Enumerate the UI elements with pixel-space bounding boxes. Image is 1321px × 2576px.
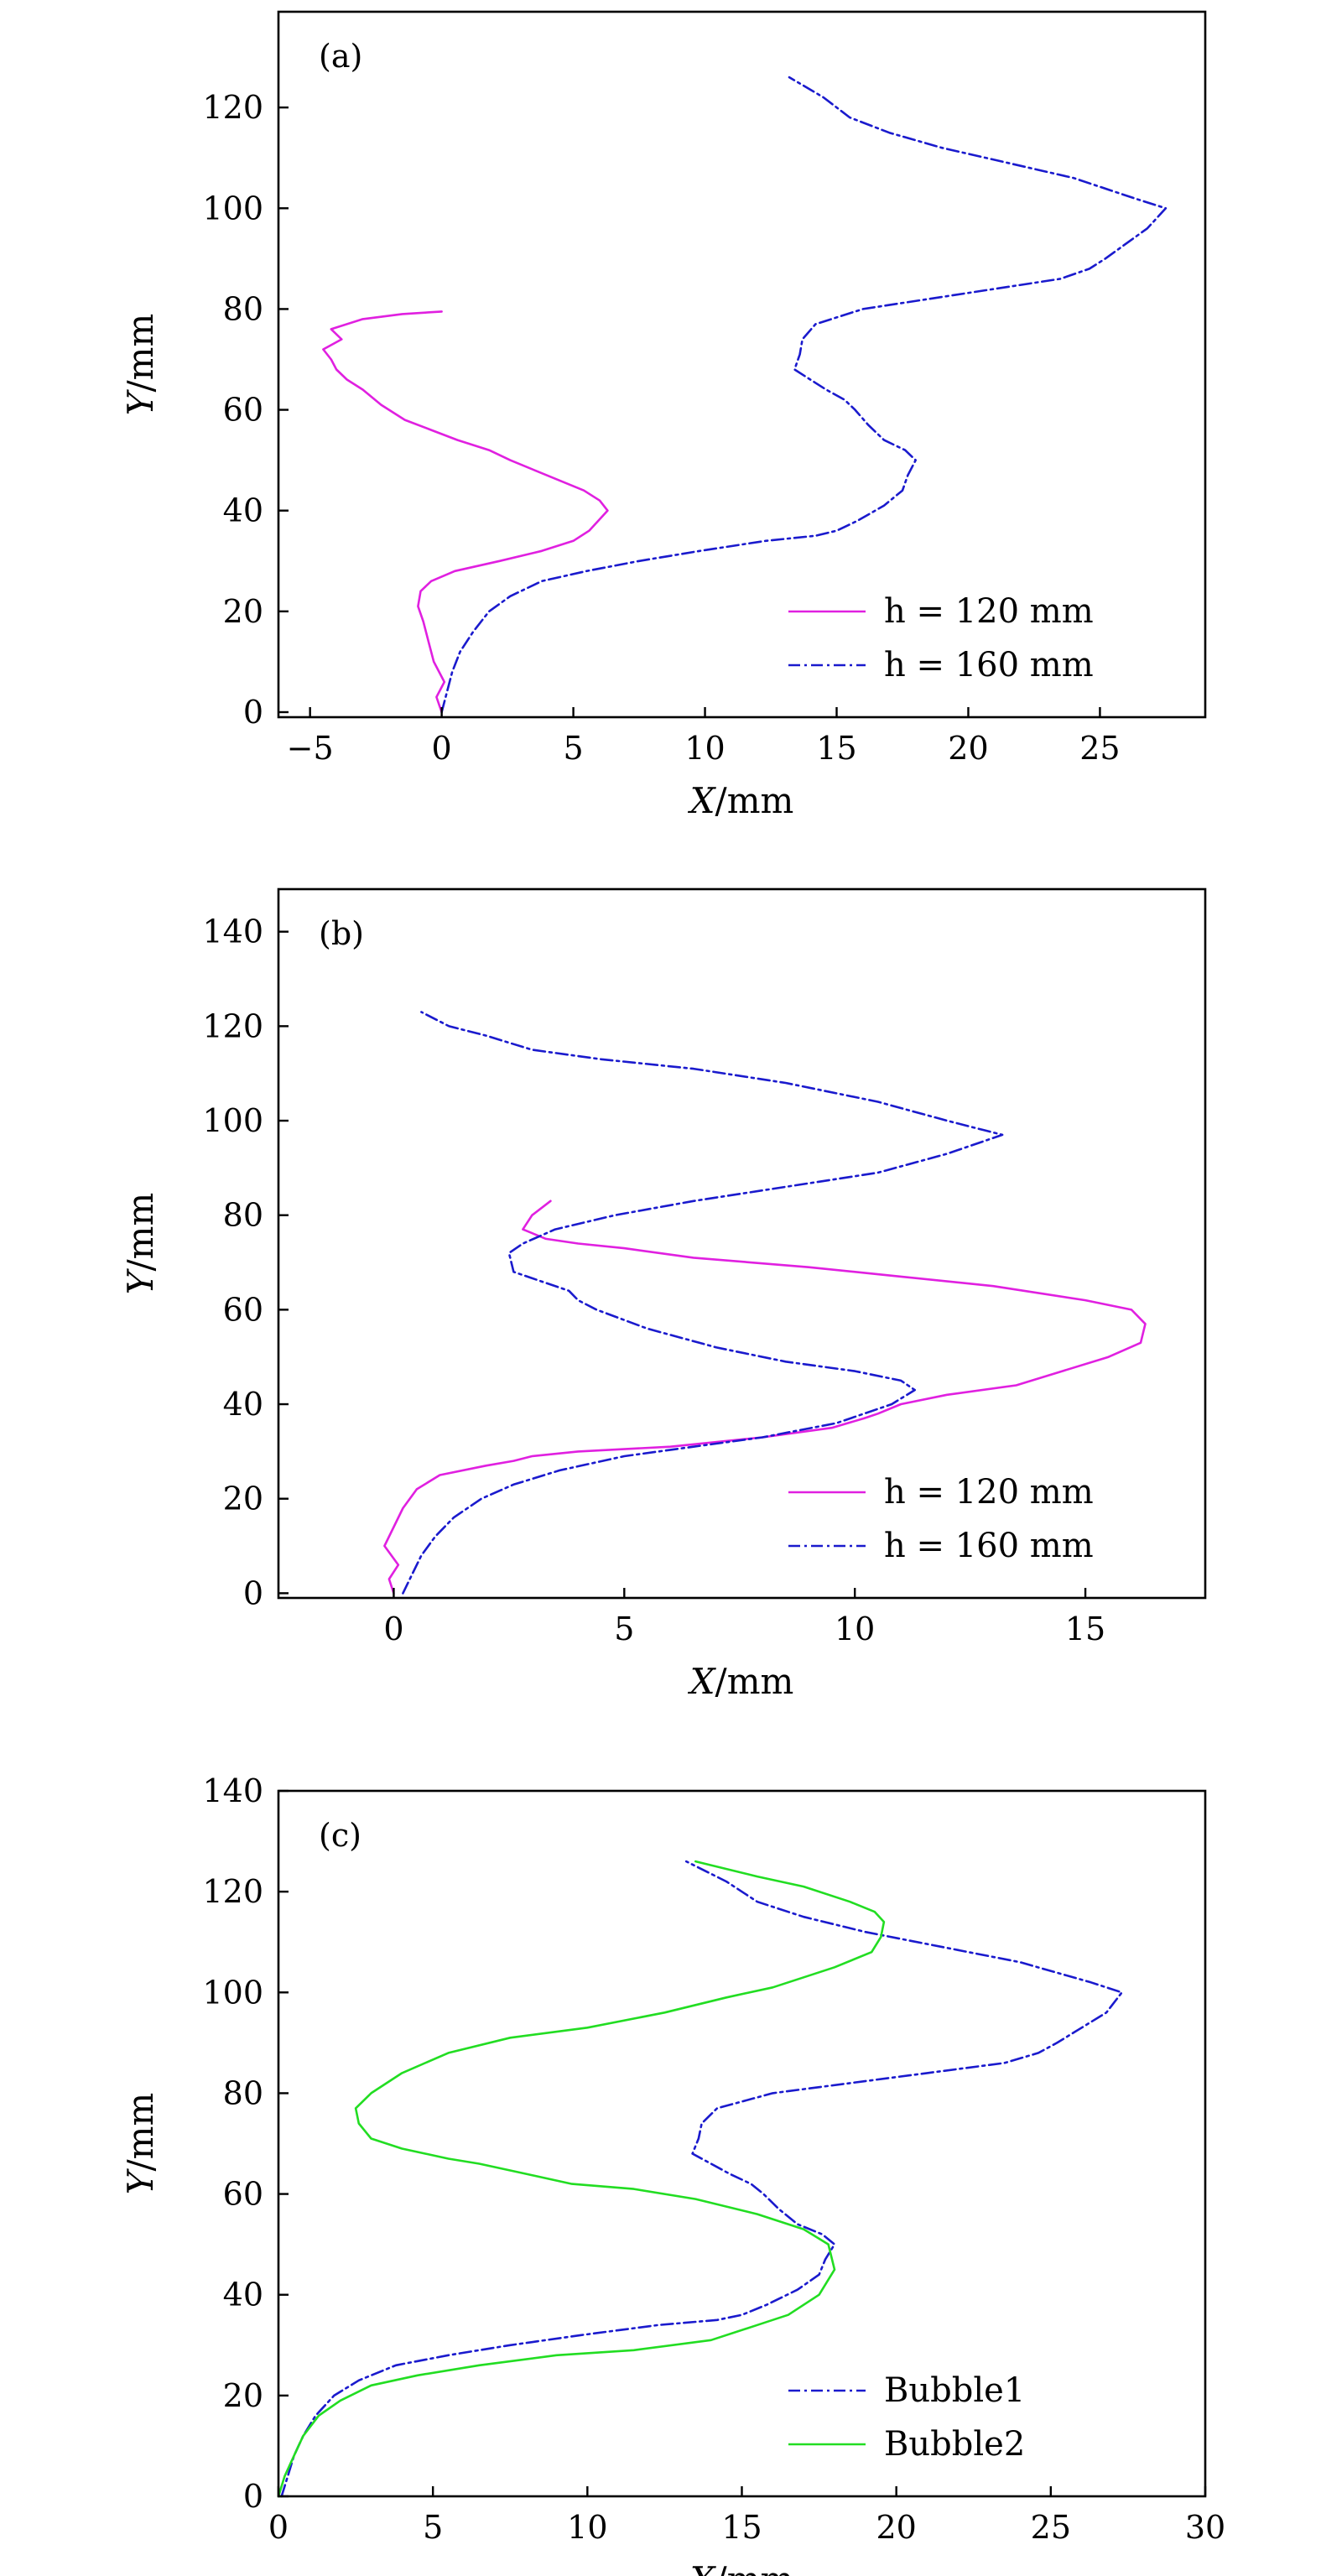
y-tick-label: 140 [202,913,263,950]
x-tick-label: 0 [268,2509,289,2546]
legend-label: h = 120 mm [884,1473,1094,1512]
legend-label-unit: = 160 mm [906,1527,1094,1565]
panel-a: −5 0 5 10 15 20 25020406080100120(a)X/mmY/mmh … [120,10,1207,821]
y-axis-label: Y/mm [120,2093,161,2195]
x-axis-label-unit: /mm [715,2559,794,2576]
axes-frame [277,887,1207,1600]
x-tick-label: 5 [614,1611,634,1647]
panel-label: (a) [319,38,362,75]
panel-c: 051015202530020406080100120140(c)X/mmY/m… [120,1772,1225,2576]
y-axis-label-var: Y [120,2167,161,2194]
x-axis-label: X/mm [688,2559,794,2576]
x-axis-label-var: X [688,1661,717,1702]
y-tick-label: 60 [223,392,263,429]
x-tick-label: 25 [1031,2509,1071,2546]
x-axis-label-unit: /mm [715,1661,794,1702]
y-tick-label: 0 [243,694,263,731]
x-tick-label: 0 [383,1611,403,1647]
y-tick-label: 100 [202,190,263,226]
y-tick-label: 40 [223,1386,263,1423]
y-tick-label: 120 [202,1007,263,1044]
x-axis-label-var: X [688,780,717,821]
y-tick-label: 100 [202,1102,263,1139]
series-line-h-120-mm [383,1200,1147,1595]
axes-frame [277,10,1207,719]
y-tick-label: 80 [223,290,263,327]
y-tick-label: 20 [223,1481,263,1517]
legend-label-unit: Bubble2 [884,2425,1025,2464]
y-axis-label-var: Y [120,1267,161,1294]
x-tick-label: 20 [948,730,988,767]
legend: h = 120 mmh = 160 mm [788,592,1094,684]
y-tick-label: 40 [223,492,263,529]
x-tick-label: 20 [876,2509,916,2546]
y-tick-label: 120 [202,1873,263,1910]
y-tick-label: 40 [223,2277,263,2313]
legend-label-unit: = 160 mm [906,646,1094,684]
y-axis-label-unit: /mm [120,314,161,393]
legend-label: Bubble1 [884,2371,1025,2410]
y-tick-label: 140 [202,1772,263,1809]
legend-label: h = 160 mm [884,1527,1094,1565]
x-axis-label: X/mm [688,780,794,821]
x-tick-label: 5 [423,2509,443,2546]
panel-label: (b) [319,915,364,952]
x-tick-label: 10 [684,730,725,767]
x-tick-label: 10 [835,1611,875,1647]
legend-label-var: h [884,1527,906,1565]
panel-label: (c) [319,1817,361,1854]
legend-label-var: h [884,646,906,684]
x-tick-label: 5 [563,730,583,767]
axes-frame [277,1789,1207,2498]
y-axis-label: Y/mm [120,1193,161,1295]
legend-label: h = 120 mm [884,592,1094,631]
x-tick-label: 30 [1185,2509,1225,2546]
legend: h = 120 mmh = 160 mm [788,1473,1094,1565]
legend-label: Bubble2 [884,2425,1025,2464]
series-line-h-160-mm [402,1011,1004,1595]
legend-label-unit: Bubble1 [884,2371,1025,2410]
y-axis-label: Y/mm [120,314,161,416]
y-tick-label: 60 [223,2176,263,2213]
y-tick-label: 80 [223,1197,263,1234]
x-axis-label-var: X [688,2559,717,2576]
y-tick-label: 20 [223,2377,263,2414]
x-axis-label-unit: /mm [715,780,794,821]
y-axis-label-unit: /mm [120,2093,161,2172]
x-tick-label: 15 [816,730,856,767]
y-axis-label-unit: /mm [120,1193,161,1272]
x-tick-label: 10 [567,2509,607,2546]
y-tick-label: 0 [243,2478,263,2515]
y-axis-label-var: Y [120,388,161,415]
x-axis-label: X/mm [688,1661,794,1702]
series-line-h-120-mm [322,310,609,714]
legend-label-var: h [884,1473,906,1512]
legend-label-unit: = 120 mm [906,1473,1094,1512]
y-tick-label: 120 [202,89,263,126]
x-tick-label: 25 [1079,730,1120,767]
y-tick-label: 0 [243,1574,263,1611]
y-tick-label: 80 [223,2074,263,2111]
series-line-bubble2 [277,1860,886,2498]
y-tick-label: 60 [223,1291,263,1328]
legend-label: h = 160 mm [884,646,1094,684]
series-line-h-160-mm [440,75,1168,714]
legend-label-unit: = 120 mm [906,592,1094,631]
x-tick-label: 15 [721,2509,762,2546]
legend-label-var: h [884,592,906,631]
y-tick-label: 20 [223,593,263,630]
y-tick-label: 100 [202,1974,263,2011]
series-line-bubble1 [280,1860,1123,2498]
legend: Bubble1 Bubble2 [788,2371,1025,2464]
x-tick-label: 15 [1065,1611,1105,1647]
x-tick-label: 0 [432,730,452,767]
x-tick-label: −5 [287,730,334,767]
